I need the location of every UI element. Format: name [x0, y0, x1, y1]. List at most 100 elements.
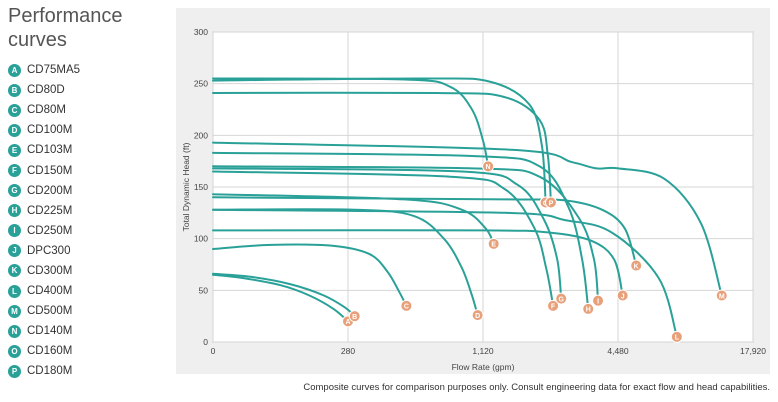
legend-item-f: F CD150M [8, 160, 168, 180]
curve-a [212, 273, 349, 323]
curve-marker-f: F [547, 299, 560, 312]
legend-item-j: J DPC300 [8, 241, 168, 261]
curve-marker-letter: N [486, 164, 491, 171]
curve-marker-dot [487, 237, 500, 250]
y-tick-label: 250 [194, 79, 208, 89]
legend-item-c: C CD80M [8, 100, 168, 120]
legend-badge: I [8, 224, 21, 238]
legend-label: CD180M [27, 365, 73, 378]
legend-label: CD200M [27, 184, 73, 197]
curve-marker-letter: K [634, 263, 639, 270]
legend-item-n: N CD140M [8, 321, 168, 341]
curve-marker-letter: J [621, 293, 625, 300]
legend-badge: D [8, 123, 21, 137]
legend-label: CD140M [27, 325, 73, 338]
curve-i [212, 165, 599, 302]
legend-label: CD250M [27, 224, 73, 237]
legend-label: CD500M [27, 305, 73, 318]
legend-item-l: L CD400M [8, 281, 168, 301]
chart-legend: A CD75MA5 B CD80D C CD80M D CD100M E CD103M F CD150… [8, 60, 168, 382]
legend-label: CD225M [27, 204, 73, 217]
curve-h [212, 151, 590, 310]
legend-label: DPC300 [27, 244, 71, 257]
legend-item-m: M CD500M [8, 301, 168, 321]
curve-marker-j: J [616, 289, 629, 302]
legend-item-p: P CD180M [8, 361, 168, 381]
x-axis-label: Flow Rate (gpm) [452, 362, 515, 372]
curve-marker-dot [544, 196, 557, 209]
y-tick-label: 200 [194, 130, 208, 140]
legend-badge: L [8, 284, 21, 298]
x-tick-label: 280 [341, 346, 355, 356]
page-title-line2: curves [8, 29, 67, 51]
legend-badge: H [8, 204, 21, 218]
curve-k [212, 196, 638, 267]
curve-marker-l: L [670, 330, 683, 343]
curve-marker-letter: G [558, 296, 564, 303]
legend-badge: N [8, 324, 21, 338]
curve-marker-letter: C [404, 304, 409, 311]
legend-item-k: K CD300M [8, 261, 168, 281]
page-title: Performance curves [8, 4, 168, 52]
page-title-line1: Performance [8, 5, 123, 27]
legend-panel: Performance curves A CD75MA5 B CD80D C CD80M D… [8, 4, 168, 382]
curve-g [212, 167, 563, 300]
y-tick-label: 100 [194, 234, 208, 244]
legend-item-g: G CD200M [8, 181, 168, 201]
legend-label: CD103M [27, 144, 73, 157]
chart-caption: Composite curves for comparison purposes… [303, 382, 770, 393]
curve-marker-k: K [630, 259, 643, 272]
curve-marker-dot [630, 259, 643, 272]
curve-marker-dot [348, 310, 361, 323]
legend-badge: O [8, 344, 21, 358]
curve-d [212, 208, 479, 317]
y-axis-label: Total Dynamic Head (ft) [181, 142, 191, 231]
legend-item-d: D CD100M [8, 120, 168, 140]
curve-marker-letter: M [719, 293, 725, 300]
legend-badge: P [8, 364, 21, 378]
curve-marker-letter: P [549, 200, 554, 207]
y-tick-label: 50 [199, 285, 209, 295]
y-tick-label: 0 [203, 337, 208, 347]
y-tick-label: 300 [194, 27, 208, 37]
curve-marker-g: G [555, 292, 568, 305]
legend-badge: C [8, 103, 21, 117]
legend-item-i: I CD250M [8, 221, 168, 241]
legend-label: CD80M [27, 104, 66, 117]
curve-marker-n: N [482, 160, 495, 173]
curve-marker-dot [582, 302, 595, 315]
curve-marker-h: H [582, 302, 595, 315]
curve-marker-dot [471, 309, 484, 322]
curve-marker-c: C [400, 299, 413, 312]
curve-b [212, 272, 356, 318]
curve-m [212, 141, 723, 297]
curve-marker-i: I [592, 294, 605, 307]
curve-marker-dot [592, 294, 605, 307]
curve-o [212, 77, 547, 204]
curve-f [212, 170, 555, 307]
curve-marker-b: B [348, 310, 361, 323]
legend-label: CD400M [27, 285, 73, 298]
curve-marker-p: P [544, 196, 557, 209]
curve-marker-letter: H [586, 307, 591, 314]
legend-label: CD75MA5 [27, 64, 81, 77]
legend-badge: E [8, 143, 21, 157]
legend-badge: G [8, 184, 21, 198]
curve-marker-dot [482, 160, 495, 173]
curve-marker-letter: A [345, 319, 350, 326]
legend-label: CD150M [27, 164, 73, 177]
legend-label: CD160M [27, 345, 73, 358]
curve-j [212, 229, 624, 297]
legend-item-h: H CD225M [8, 201, 168, 221]
x-tick-label: 4,480 [607, 346, 629, 356]
curve-marker-letter: D [475, 313, 480, 320]
legend-badge: K [8, 264, 21, 278]
curve-marker-letter: E [491, 242, 496, 249]
curve-marker-dot [715, 289, 728, 302]
curve-marker-dot [547, 299, 560, 312]
legend-badge: B [8, 83, 21, 97]
curve-marker-dot [616, 289, 629, 302]
curve-marker-dot [555, 292, 568, 305]
legend-item-b: B CD80D [8, 80, 168, 100]
legend-label: CD80D [27, 84, 65, 97]
